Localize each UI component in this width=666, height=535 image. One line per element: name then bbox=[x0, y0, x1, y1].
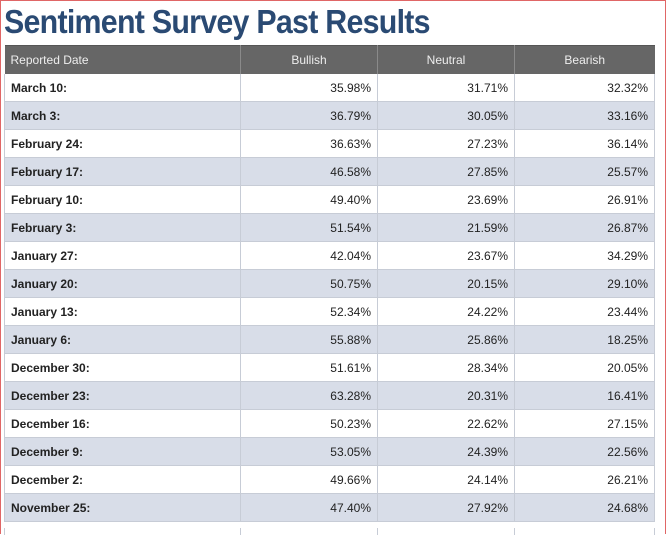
neutral-cell: 25.86% bbox=[377, 325, 515, 354]
table-row: December 16: 50.23% 22.62% 27.15% bbox=[4, 409, 655, 438]
table-header-row: Reported Date Bullish Neutral Bearish bbox=[4, 45, 655, 74]
page-title: Sentiment Survey Past Results bbox=[4, 3, 431, 40]
neutral-cell: 27.23% bbox=[377, 129, 515, 158]
bullish-cell: 49.40% bbox=[240, 185, 378, 214]
neutral-cell: 20.15% bbox=[377, 269, 515, 298]
table-row: February 24: 36.63% 27.23% 36.14% bbox=[4, 129, 655, 158]
reported-date-cell: January 6: bbox=[4, 325, 241, 354]
bearish-cell: 33.16% bbox=[514, 101, 655, 130]
bullish-cell: 49.66% bbox=[240, 465, 378, 494]
table-row: March 10: 35.98% 31.71% 32.32% bbox=[4, 74, 655, 102]
partial-table-row bbox=[4, 528, 655, 535]
table-row: January 27: 42.04% 23.67% 34.29% bbox=[4, 241, 655, 270]
reported-date-cell: December 30: bbox=[4, 353, 241, 382]
bearish-cell: 23.44% bbox=[514, 297, 655, 326]
neutral-cell: 28.34% bbox=[377, 353, 515, 382]
neutral-cell: 27.85% bbox=[377, 157, 515, 186]
reported-date-cell: March 10: bbox=[4, 74, 241, 102]
bullish-cell: 51.54% bbox=[240, 213, 378, 242]
table-row: December 9: 53.05% 24.39% 22.56% bbox=[4, 437, 655, 466]
reported-date-cell: March 3: bbox=[4, 101, 241, 130]
bullish-cell: 36.63% bbox=[240, 129, 378, 158]
reported-date-cell: February 3: bbox=[4, 213, 241, 242]
bearish-cell: 25.57% bbox=[514, 157, 655, 186]
reported-date-cell: February 10: bbox=[4, 185, 241, 214]
bearish-cell: 20.05% bbox=[514, 353, 655, 382]
table-row: January 20: 50.75% 20.15% 29.10% bbox=[4, 269, 655, 298]
bearish-cell: 22.56% bbox=[514, 437, 655, 466]
reported-date-cell: December 16: bbox=[4, 409, 241, 438]
header-bullish: Bullish bbox=[240, 45, 378, 74]
scroll-gutter bbox=[656, 45, 665, 535]
reported-date-cell: January 13: bbox=[4, 297, 241, 326]
bullish-cell: 63.28% bbox=[240, 381, 378, 410]
bullish-cell: 50.23% bbox=[240, 409, 378, 438]
table-row: March 3: 36.79% 30.05% 33.16% bbox=[4, 101, 655, 130]
bearish-cell: 18.25% bbox=[514, 325, 655, 354]
reported-date-cell: December 23: bbox=[4, 381, 241, 410]
table-row: December 2: 49.66% 24.14% 26.21% bbox=[4, 465, 655, 494]
bullish-cell: 47.40% bbox=[240, 493, 378, 522]
neutral-cell: 23.67% bbox=[377, 241, 515, 270]
header-neutral: Neutral bbox=[377, 45, 515, 74]
bullish-cell: 51.61% bbox=[240, 353, 378, 382]
table-body: March 10: 35.98% 31.71% 32.32% March 3: 36.79… bbox=[4, 74, 655, 522]
bearish-cell: 29.10% bbox=[514, 269, 655, 298]
table-row: January 13: 52.34% 24.22% 23.44% bbox=[4, 297, 655, 326]
bearish-cell: 32.32% bbox=[514, 74, 655, 102]
bullish-cell: 53.05% bbox=[240, 437, 378, 466]
bullish-cell: 52.34% bbox=[240, 297, 378, 326]
neutral-cell: 21.59% bbox=[377, 213, 515, 242]
reported-date-cell: February 17: bbox=[4, 157, 241, 186]
neutral-cell: 23.69% bbox=[377, 185, 515, 214]
header-bearish: Bearish bbox=[514, 45, 655, 74]
bullish-cell: 50.75% bbox=[240, 269, 378, 298]
reported-date-cell: January 20: bbox=[4, 269, 241, 298]
neutral-cell: 24.39% bbox=[377, 437, 515, 466]
bearish-cell: 27.15% bbox=[514, 409, 655, 438]
neutral-cell: 22.62% bbox=[377, 409, 515, 438]
bearish-cell: 34.29% bbox=[514, 241, 655, 270]
bearish-cell: 36.14% bbox=[514, 129, 655, 158]
bearish-cell: 24.68% bbox=[514, 493, 655, 522]
bullish-cell: 36.79% bbox=[240, 101, 378, 130]
reported-date-cell: January 27: bbox=[4, 241, 241, 270]
table-row: January 6: 55.88% 25.86% 18.25% bbox=[4, 325, 655, 354]
neutral-cell: 27.92% bbox=[377, 493, 515, 522]
neutral-cell: 20.31% bbox=[377, 381, 515, 410]
reported-date-cell: November 25: bbox=[4, 493, 241, 522]
bearish-cell: 26.91% bbox=[514, 185, 655, 214]
bearish-cell: 26.87% bbox=[514, 213, 655, 242]
reported-date-cell: December 2: bbox=[4, 465, 241, 494]
neutral-cell: 31.71% bbox=[377, 74, 515, 102]
sentiment-results-table: Reported Date Bullish Neutral Bearish Ma… bbox=[4, 45, 655, 522]
neutral-cell: 24.14% bbox=[377, 465, 515, 494]
neutral-cell: 30.05% bbox=[377, 101, 515, 130]
neutral-cell: 24.22% bbox=[377, 297, 515, 326]
table-row: December 23: 63.28% 20.31% 16.41% bbox=[4, 381, 655, 410]
table-row: November 25: 47.40% 27.92% 24.68% bbox=[4, 493, 655, 522]
bearish-cell: 16.41% bbox=[514, 381, 655, 410]
reported-date-cell: February 24: bbox=[4, 129, 241, 158]
reported-date-cell: December 9: bbox=[4, 437, 241, 466]
bullish-cell: 35.98% bbox=[240, 74, 378, 102]
bullish-cell: 46.58% bbox=[240, 157, 378, 186]
header-reported-date: Reported Date bbox=[4, 45, 241, 74]
bullish-cell: 42.04% bbox=[240, 241, 378, 270]
table-row: February 10: 49.40% 23.69% 26.91% bbox=[4, 185, 655, 214]
table-row: December 30: 51.61% 28.34% 20.05% bbox=[4, 353, 655, 382]
bullish-cell: 55.88% bbox=[240, 325, 378, 354]
table-row: February 3: 51.54% 21.59% 26.87% bbox=[4, 213, 655, 242]
bearish-cell: 26.21% bbox=[514, 465, 655, 494]
table-row: February 17: 46.58% 27.85% 25.57% bbox=[4, 157, 655, 186]
